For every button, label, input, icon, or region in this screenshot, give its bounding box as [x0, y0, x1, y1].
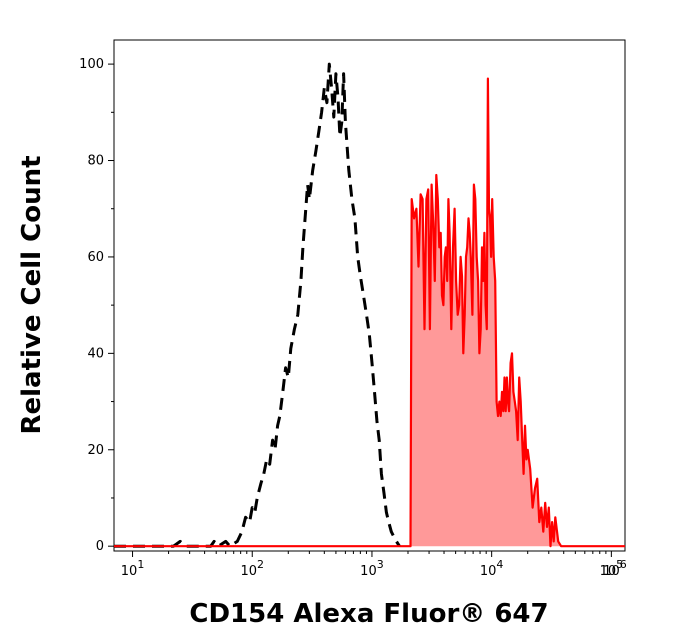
series-1-fill [114, 78, 625, 547]
x-tick-label: 101 [121, 558, 145, 579]
series-0-line [114, 62, 401, 548]
x-tick-label: 106 [603, 558, 627, 579]
y-tick-label: 60 [87, 250, 104, 265]
plot-frame [113, 39, 626, 552]
y-tick-label: 40 [87, 346, 104, 361]
x-tick-label: 105 [600, 558, 624, 579]
y-tick-label: 20 [87, 443, 104, 458]
y-tick-label: 0 [96, 539, 104, 554]
series-layer [114, 62, 625, 548]
x-tick-label: 104 [480, 558, 504, 579]
x-tick-label: 103 [360, 558, 384, 579]
y-tick-label: 80 [87, 154, 104, 169]
x-axis-title: CD154 Alexa Fluor® 647 [189, 599, 548, 629]
series-1-line [114, 77, 625, 548]
x-tick-label: 102 [240, 558, 264, 579]
y-tick-label: 100 [79, 57, 104, 72]
y-axis-title: Relative Cell Count [17, 155, 47, 434]
